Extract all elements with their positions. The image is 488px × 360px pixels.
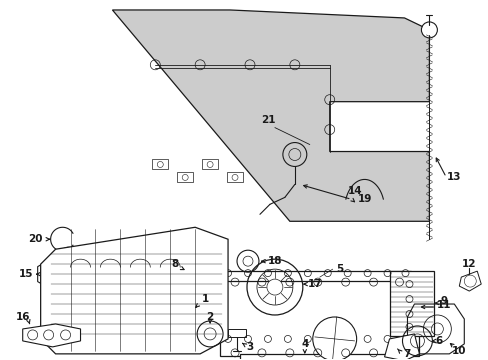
Bar [389,271,433,336]
Bar [227,329,245,337]
Circle shape [147,271,223,347]
Circle shape [266,279,282,295]
Text: 1: 1 [201,294,208,304]
Polygon shape [41,227,227,354]
Text: 10: 10 [451,346,466,356]
Text: 20: 20 [28,234,43,244]
Text: 17: 17 [307,279,322,289]
Text: 6: 6 [435,336,442,346]
Text: 3: 3 [246,342,253,352]
Bar [202,159,218,170]
Bar [222,271,410,341]
Circle shape [312,317,356,360]
Text: 8: 8 [171,259,179,269]
Text: 15: 15 [19,269,33,279]
Text: 2: 2 [206,312,213,322]
Circle shape [179,303,191,315]
Bar [152,159,168,170]
Text: 12: 12 [461,259,475,269]
Bar [177,172,193,183]
Polygon shape [112,10,428,221]
Circle shape [421,22,436,38]
Circle shape [232,175,238,180]
Polygon shape [22,324,81,347]
Circle shape [157,162,163,167]
Text: 9: 9 [440,296,447,306]
Circle shape [207,162,213,167]
Text: 21: 21 [260,114,275,125]
Text: 13: 13 [446,172,461,183]
Bar [240,354,399,360]
Bar [220,281,419,356]
Text: 16: 16 [16,312,30,322]
Polygon shape [38,259,63,289]
Circle shape [182,175,188,180]
Text: 11: 11 [436,300,451,310]
Text: 5: 5 [335,264,343,274]
Text: 19: 19 [357,194,371,204]
Text: 7: 7 [402,349,409,359]
Text: 4: 4 [301,339,308,349]
Text: 14: 14 [346,186,361,197]
Polygon shape [384,334,419,360]
Bar [226,172,243,183]
Text: 18: 18 [267,256,282,266]
